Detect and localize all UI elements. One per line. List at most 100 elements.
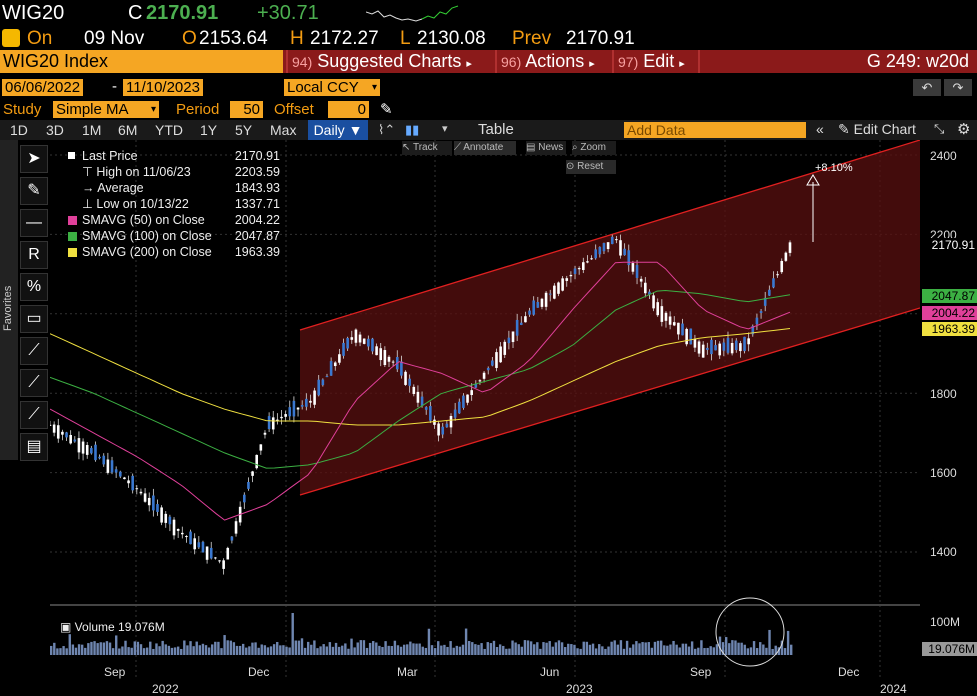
candle-body <box>247 481 250 489</box>
period-3d[interactable]: 3D <box>46 122 64 138</box>
volume-bar <box>111 648 115 655</box>
rectangle-tool-icon[interactable]: ▭ <box>20 305 48 333</box>
table-button[interactable]: Table <box>478 121 514 138</box>
reset-button[interactable]: ⊙ Reset <box>566 160 616 174</box>
volume-bar <box>616 644 620 655</box>
redo-icon[interactable]: ↷ <box>944 79 972 96</box>
period-5y[interactable]: 5Y <box>235 122 253 138</box>
track-button[interactable]: ↖ Track <box>402 141 452 155</box>
volume-bar <box>598 644 601 655</box>
candle-body <box>776 274 779 276</box>
offset-field[interactable]: 0 <box>328 101 369 118</box>
edit-chart-button[interactable]: ✎ Edit Chart <box>838 121 916 137</box>
trendline-tool-icon[interactable]: ⟋ <box>20 337 48 365</box>
candle-body <box>577 268 581 270</box>
price-chart[interactable]: +8.10% <box>50 140 920 680</box>
volume-bar <box>260 644 263 655</box>
candle-body <box>462 395 465 408</box>
undo-icon[interactable]: ↶ <box>913 79 941 96</box>
candle-body <box>515 319 519 336</box>
candle-body <box>420 396 424 406</box>
period-1m[interactable]: 1M <box>82 122 102 138</box>
volume-bar <box>455 645 459 655</box>
x-year-2024: 2024 <box>880 682 907 696</box>
candle-body <box>230 536 234 541</box>
volume-bar <box>601 646 604 655</box>
volume-bar <box>715 644 719 655</box>
annotate-button[interactable]: ⟋ Annotate <box>454 141 516 155</box>
start-date-field[interactable]: 06/06/2022 <box>2 79 84 96</box>
chart-type-dropdown-icon[interactable]: ▾ <box>442 123 448 135</box>
volume-bar <box>152 648 155 655</box>
volume-bar <box>402 644 406 655</box>
candle-body <box>470 390 473 396</box>
horizontal-line-icon[interactable]: — <box>20 209 48 237</box>
volume-bar <box>533 644 536 655</box>
volume-bar <box>62 646 65 655</box>
channel-tool-icon[interactable]: ⟋ <box>20 401 48 429</box>
volume-bar <box>124 640 127 655</box>
study-select[interactable]: Simple MA ▾ <box>53 101 159 118</box>
candle-body <box>681 323 684 336</box>
fibonacci-tool-icon[interactable]: ▤ <box>20 433 48 461</box>
volume-legend: ▣ Volume 19.076M <box>60 620 165 634</box>
currency-select[interactable]: Local CCY ▾ <box>284 79 380 96</box>
period-max[interactable]: Max <box>270 122 297 138</box>
x-month-mar: Mar <box>397 665 418 679</box>
candle-body <box>321 379 325 386</box>
volume-bar <box>235 645 239 655</box>
volume-bar <box>684 643 688 655</box>
resize-icon[interactable]: ⤡ <box>934 121 945 136</box>
period-6m[interactable]: 6M <box>118 122 138 138</box>
volume-bar <box>539 648 542 655</box>
news-button[interactable]: ▤ News <box>526 141 566 155</box>
period-1y[interactable]: 1Y <box>200 122 218 138</box>
period-1d[interactable]: 1D <box>10 122 28 138</box>
channel-upper-line <box>299 140 920 331</box>
volume-bar <box>368 642 372 655</box>
volume-bar <box>526 640 530 655</box>
text-tool-icon[interactable]: R <box>20 241 48 269</box>
line-chart-icon[interactable]: ⌇⌃ <box>378 122 396 137</box>
settings-gear-icon[interactable]: ⚙ <box>957 121 971 138</box>
cursor-tool-icon[interactable]: ➤ <box>20 145 48 173</box>
volume-bar <box>498 644 502 655</box>
zoom-button[interactable]: ⌕ Zoom <box>572 141 616 155</box>
candle-body <box>557 282 560 294</box>
actions-menu[interactable]: 96) Actions ▸ <box>501 50 609 73</box>
pencil-icon[interactable]: ✎ <box>380 101 393 118</box>
suggested-charts-menu[interactable]: 94) Suggested Charts ▸ <box>292 50 492 73</box>
edit-menu[interactable]: 97) Edit ▸ <box>618 50 696 73</box>
annotation-text: +8.10% <box>815 162 853 174</box>
candle-body <box>569 274 573 277</box>
add-data-input[interactable]: Add Data <box>624 122 806 138</box>
gauge-icon[interactable] <box>2 29 20 47</box>
ray-tool-icon[interactable]: ⟋ <box>20 369 48 397</box>
percent-tool-icon[interactable]: % <box>20 273 48 301</box>
period-ytd[interactable]: YTD <box>155 122 183 138</box>
volume-bar <box>201 643 205 655</box>
security-field[interactable]: WIG20 Index <box>0 50 283 73</box>
end-date-field[interactable]: 11/10/2023 <box>123 79 203 96</box>
volume-bar <box>306 641 310 655</box>
volume-bar <box>99 642 102 655</box>
candle-body <box>499 346 502 363</box>
draw-tool-icon[interactable]: ✎ <box>20 177 48 205</box>
volume-bar <box>610 641 613 655</box>
candle-body <box>755 317 759 325</box>
volume-bar <box>145 647 149 655</box>
volume-bar <box>300 638 304 655</box>
collapse-icon[interactable]: « <box>816 121 824 137</box>
volume-bar <box>211 644 214 655</box>
frequency-select[interactable]: Daily ▼ <box>308 120 368 140</box>
volume-bar <box>427 628 431 655</box>
volume-bar <box>176 646 180 655</box>
candle-body <box>135 488 139 490</box>
candle-body <box>234 521 238 534</box>
volume-bar <box>285 646 288 655</box>
candle-chart-icon[interactable]: ▮▮ <box>405 122 420 137</box>
period-field[interactable]: 50 <box>230 101 263 118</box>
candle-body <box>685 328 688 345</box>
favorites-tab[interactable]: Favorites <box>0 140 18 460</box>
candle-body <box>94 444 97 461</box>
